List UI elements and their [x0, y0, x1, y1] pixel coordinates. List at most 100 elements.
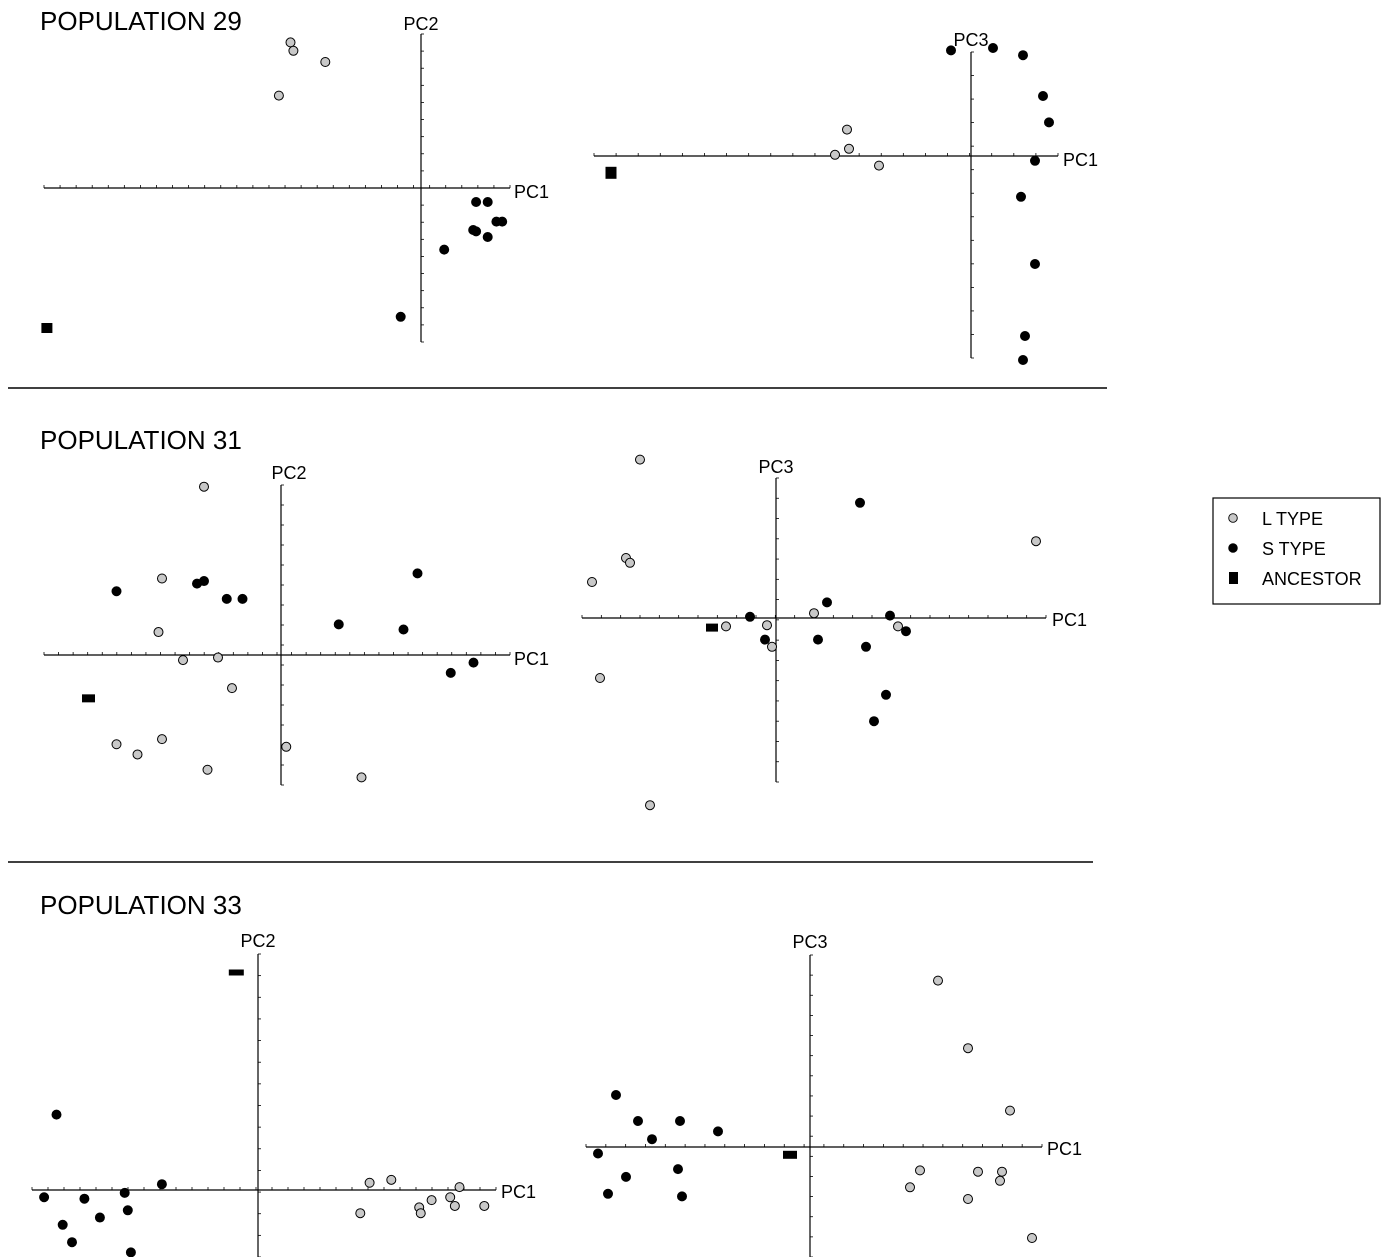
x-axis-label: PC1: [1052, 610, 1087, 630]
l-type-point: [587, 577, 597, 587]
s-type-point: [822, 597, 832, 608]
l-type-point: [997, 1166, 1007, 1177]
s-type-point: [1018, 355, 1028, 365]
s-type-point: [471, 197, 482, 207]
l-type-point: [213, 652, 223, 663]
s-type-point: [621, 1171, 631, 1182]
s-type-point: [57, 1219, 68, 1230]
l-type-point: [1005, 1105, 1015, 1116]
y-axis-label: PC2: [271, 463, 306, 483]
legend-l-type-marker: [1228, 513, 1238, 523]
ancestor-point: [783, 1150, 797, 1159]
population-29-pc1-pc2-plot: PC2 PC1: [41, 14, 549, 343]
s-type-point: [901, 626, 911, 637]
l-type-point: [153, 627, 164, 638]
s-type-point: [1020, 331, 1030, 341]
legend-label-ancestor: ANCESTOR: [1262, 569, 1362, 589]
l-type-point: [356, 772, 367, 783]
legend: L TYPE S TYPE ANCESTOR: [1212, 497, 1381, 605]
x-axis-label: PC1: [514, 182, 549, 202]
population-29-title: POPULATION 29: [40, 6, 242, 36]
l-type-point: [178, 655, 188, 666]
s-type-point: [713, 1126, 723, 1137]
ancestor-point: [605, 166, 617, 179]
l-type-point: [645, 800, 655, 811]
s-type-point: [1030, 259, 1040, 269]
l-type-point: [227, 683, 237, 694]
s-type-point: [675, 1116, 685, 1126]
s-type-point: [861, 641, 871, 652]
l-type-point: [933, 975, 943, 986]
s-type-point: [593, 1148, 603, 1159]
l-type-point: [844, 143, 854, 154]
population-31-title: POPULATION 31: [40, 425, 242, 455]
s-type-point: [1038, 91, 1048, 101]
s-type-point: [603, 1188, 613, 1199]
population-33-pc1-pc3-plot: PC3 PC1: [585, 932, 1082, 1257]
l-type-point: [199, 481, 209, 492]
s-type-point: [482, 197, 493, 207]
s-type-point: [946, 45, 956, 56]
ancestor-point: [82, 694, 95, 703]
s-type-point: [412, 568, 423, 579]
l-type-point: [157, 734, 167, 745]
s-type-point: [471, 226, 482, 237]
ancestor-point: [228, 969, 244, 976]
l-type-point: [963, 1043, 973, 1054]
l-type-point: [842, 124, 852, 135]
l-type-point: [595, 673, 605, 683]
s-type-point: [633, 1116, 643, 1126]
legend-box: [1212, 497, 1381, 605]
l-type-point: [132, 749, 143, 760]
x-axis-label: PC1: [501, 1182, 536, 1202]
s-type-point: [67, 1237, 77, 1248]
l-type-point: [874, 160, 884, 171]
s-type-point: [51, 1109, 62, 1120]
s-type-point: [881, 689, 891, 700]
l-type-point: [915, 1165, 925, 1176]
s-type-point: [1016, 191, 1026, 202]
legend-s-type-marker: [1228, 543, 1238, 553]
y-axis-label: PC3: [953, 30, 988, 50]
population-31-pc1-pc3-plot: PC3 PC1: [581, 454, 1087, 811]
legend-ancestor-marker: [1229, 572, 1238, 584]
population-33-pc1-pc2-plot: PC2 PC1: [31, 931, 536, 1257]
l-type-point: [1031, 536, 1041, 547]
s-type-point: [199, 576, 209, 587]
y-axis-label: PC2: [240, 931, 275, 951]
s-type-point: [79, 1193, 90, 1204]
l-type-point: [445, 1192, 456, 1203]
l-type-point: [625, 557, 635, 568]
l-type-point: [355, 1208, 366, 1219]
x-axis-label: PC1: [1063, 150, 1098, 170]
population-29-pc1-pc3-plot: PC3 PC1: [593, 30, 1098, 365]
l-type-point: [415, 1208, 426, 1219]
l-type-point: [285, 37, 296, 48]
s-type-point: [333, 619, 344, 630]
s-type-point: [111, 586, 122, 597]
s-type-point: [745, 611, 755, 622]
s-type-point: [1044, 117, 1054, 128]
s-type-point: [677, 1191, 687, 1202]
l-type-point: [762, 620, 772, 631]
l-type-point: [905, 1182, 915, 1193]
s-type-point: [119, 1187, 130, 1198]
s-type-point: [1030, 155, 1040, 166]
s-type-point: [1018, 50, 1028, 61]
s-type-point: [482, 232, 493, 242]
s-type-point: [122, 1205, 133, 1216]
x-axis-label: PC1: [1047, 1139, 1082, 1159]
l-type-point: [635, 454, 645, 465]
s-type-point: [237, 593, 248, 604]
ancestor-point: [41, 323, 53, 333]
population-33-title: POPULATION 33: [40, 890, 242, 920]
s-type-point: [813, 634, 823, 645]
s-type-point: [445, 667, 456, 678]
s-type-point: [395, 311, 406, 322]
l-type-point: [111, 739, 122, 750]
s-type-point: [94, 1212, 105, 1223]
l-type-point: [995, 1175, 1005, 1186]
l-type-point: [1027, 1233, 1037, 1243]
l-type-point: [963, 1194, 973, 1204]
